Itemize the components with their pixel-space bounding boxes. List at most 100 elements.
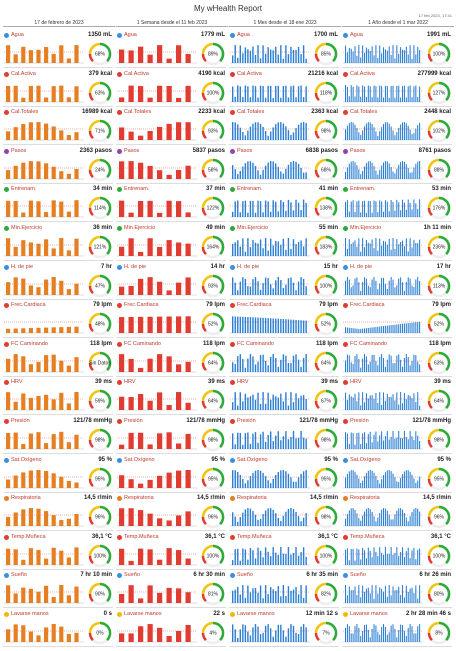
metric-value: 2363 pasos bbox=[79, 147, 112, 154]
chart-bar bbox=[390, 276, 392, 295]
chart-bar bbox=[239, 316, 241, 334]
chart-bar bbox=[352, 363, 354, 372]
chart-bar bbox=[259, 201, 262, 218]
chart-bar bbox=[392, 130, 394, 141]
chart-bar bbox=[44, 123, 49, 141]
chart-bar bbox=[244, 278, 247, 295]
chart-bar bbox=[356, 165, 358, 179]
chart-bar bbox=[348, 95, 350, 102]
chart-bar bbox=[242, 401, 244, 411]
chart-bar bbox=[348, 163, 350, 179]
chart-bar bbox=[373, 399, 375, 411]
chart-bar bbox=[354, 471, 356, 488]
metric-icon bbox=[4, 303, 9, 309]
gauge-arc-red bbox=[201, 53, 207, 62]
chart-bar bbox=[381, 509, 383, 527]
chart-bar bbox=[138, 251, 144, 256]
chart-bar bbox=[270, 555, 272, 565]
metric-icon bbox=[343, 496, 348, 502]
chart-bar bbox=[247, 585, 249, 604]
chart-bar bbox=[297, 359, 300, 372]
chart-bar bbox=[300, 366, 302, 372]
chart-bar bbox=[375, 521, 377, 527]
chart-bar bbox=[383, 212, 385, 218]
chart-bar bbox=[267, 594, 269, 604]
chart-bar bbox=[413, 45, 415, 63]
metric-card: HRV 39 ms 64% bbox=[116, 378, 226, 416]
gauge: 90% bbox=[88, 583, 112, 606]
chart-bar bbox=[74, 326, 79, 334]
chart-bar bbox=[394, 476, 396, 488]
chart-bar bbox=[360, 251, 362, 256]
mini-chart bbox=[230, 160, 310, 180]
chart-bar bbox=[138, 278, 144, 295]
chart-bar bbox=[367, 242, 369, 256]
gauge-arc-green bbox=[99, 197, 112, 217]
chart-bar bbox=[259, 634, 262, 642]
chart-bar bbox=[352, 86, 354, 102]
chart-bar bbox=[28, 470, 33, 488]
mini-chart bbox=[4, 624, 84, 643]
chart-bar bbox=[398, 431, 400, 449]
metric-icon bbox=[117, 380, 122, 386]
chart-bar bbox=[249, 592, 252, 604]
chart-bar bbox=[264, 238, 267, 256]
metric-name: Sat.Oxígeno bbox=[350, 456, 381, 463]
gauge: 64% bbox=[427, 390, 451, 413]
chart-bar bbox=[59, 393, 64, 411]
metric-name: Sat.Oxígeno bbox=[237, 456, 268, 463]
chart-bar bbox=[367, 547, 369, 565]
chart-bar bbox=[371, 556, 373, 565]
chart-bar bbox=[398, 555, 400, 565]
gauge: 64% bbox=[201, 390, 225, 413]
chart-bar bbox=[185, 361, 191, 372]
metric-icon bbox=[4, 187, 9, 193]
gauge: 100% bbox=[314, 544, 338, 568]
chart-bar bbox=[176, 242, 182, 256]
chart-bar bbox=[356, 432, 358, 449]
chart-bar bbox=[254, 54, 257, 63]
chart-bar bbox=[356, 84, 358, 102]
chart-bar bbox=[13, 549, 18, 565]
chart-bar bbox=[290, 134, 292, 141]
metric-icon bbox=[230, 71, 235, 77]
gauge-percent: 98% bbox=[95, 438, 106, 444]
gauge: 100% bbox=[427, 544, 451, 568]
chart-bar bbox=[287, 509, 290, 527]
gauge-percent: 118% bbox=[320, 90, 333, 96]
chart-bar bbox=[36, 201, 41, 218]
chart-bar bbox=[280, 596, 282, 604]
chart-bar bbox=[244, 625, 247, 642]
gauge-arc-yellow bbox=[314, 119, 327, 132]
chart-bar bbox=[280, 279, 282, 295]
mini-chart bbox=[4, 392, 84, 411]
chart-bar bbox=[176, 282, 182, 295]
chart-bar bbox=[176, 169, 182, 179]
metric-icon bbox=[230, 33, 235, 38]
chart-bar bbox=[264, 200, 267, 218]
chart-bar bbox=[13, 127, 18, 141]
mini-chart bbox=[230, 469, 310, 488]
chart-bar bbox=[405, 437, 407, 449]
gauge: 122% bbox=[201, 197, 225, 220]
chart-bar bbox=[403, 597, 405, 604]
gauge-percent: 100% bbox=[207, 90, 220, 96]
chart-bar bbox=[381, 165, 383, 179]
chart-bar bbox=[287, 586, 290, 604]
gauge-arc-red bbox=[427, 632, 433, 641]
chart-bar bbox=[375, 585, 377, 604]
mini-chart bbox=[230, 585, 310, 604]
chart-bar bbox=[365, 123, 367, 141]
chart-bar bbox=[356, 328, 358, 334]
chart-bar bbox=[403, 393, 405, 411]
gauge-arc-red bbox=[88, 401, 94, 410]
chart-bar bbox=[128, 238, 134, 256]
chart-bar bbox=[267, 508, 269, 527]
gauge-arc-yellow bbox=[201, 583, 214, 595]
chart-bar bbox=[285, 553, 287, 565]
chart-bar bbox=[51, 53, 56, 63]
chart-bar bbox=[413, 286, 415, 295]
chart-bar bbox=[386, 122, 388, 141]
chart-bar bbox=[242, 358, 244, 372]
gauge: 95% bbox=[427, 467, 451, 490]
